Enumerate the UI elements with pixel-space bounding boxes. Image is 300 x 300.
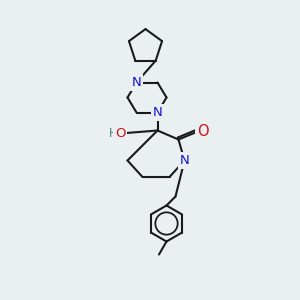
Text: N: N xyxy=(132,76,141,89)
Text: O: O xyxy=(115,127,125,140)
Text: N: N xyxy=(180,154,189,167)
Text: N: N xyxy=(153,106,162,119)
Text: H: H xyxy=(109,127,118,140)
Text: O: O xyxy=(197,124,208,140)
